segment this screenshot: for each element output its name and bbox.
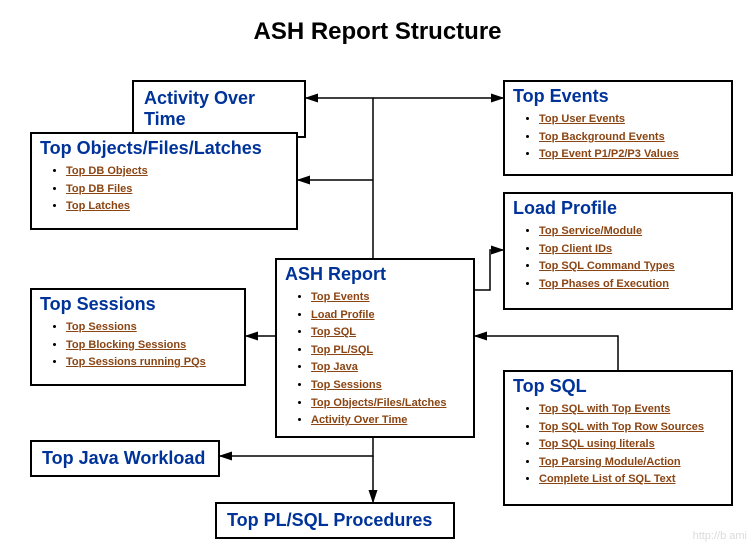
page-title: ASH Report Structure	[0, 0, 755, 46]
box-top-java-workload: Top Java Workload	[30, 440, 220, 477]
item-list: Top SQL with Top Events Top SQL with Top …	[505, 401, 731, 489]
item-link[interactable]: Top Java	[311, 361, 358, 373]
list-item[interactable]: Top Phases of Execution	[539, 276, 731, 294]
list-item[interactable]: Top Latches	[66, 198, 296, 216]
list-item[interactable]: Top SQL with Top Row Sources	[539, 419, 731, 437]
box-top-objects: Top Objects/Files/LatchesTop DB ObjectsT…	[30, 132, 298, 230]
item-link[interactable]: Top Client IDs	[539, 243, 612, 255]
item-link[interactable]: Top SQL Command Types	[539, 260, 675, 272]
item-link[interactable]: Top DB Files	[66, 183, 132, 195]
list-item[interactable]: Top Background Events	[539, 129, 731, 147]
box-title: Activity Over Time	[134, 82, 304, 136]
item-link[interactable]: Top Sessions	[66, 321, 137, 333]
box-title: Top PL/SQL Procedures	[217, 504, 453, 537]
list-item[interactable]: Top PL/SQL	[311, 342, 473, 360]
edge-top-sql	[475, 336, 618, 370]
item-link[interactable]: Top DB Objects	[66, 165, 148, 177]
box-top-sessions: Top Sessions Top Sessions Top Blocking Ses…	[30, 288, 246, 386]
item-link[interactable]: Top Parsing Module/Action	[539, 456, 681, 468]
box-title: Load Profile	[505, 194, 731, 221]
list-item[interactable]: Top SQL	[311, 324, 473, 342]
item-link[interactable]: Load Profile	[311, 309, 375, 321]
box-load-profile: Load Profile Top Service/Module Top Client…	[503, 192, 733, 310]
item-link[interactable]: Top PL/SQL	[311, 344, 373, 356]
item-list: Top Events Load Profile Top SQL Top PL/SQL T…	[277, 289, 473, 430]
box-title: Top Java Workload	[32, 442, 218, 475]
list-item[interactable]: Top Sessions running PQs	[66, 354, 244, 372]
item-link[interactable]: Top Event P1/P2/P3 Values	[539, 148, 679, 160]
list-item[interactable]: Top Service/Module	[539, 223, 731, 241]
list-item[interactable]: Top SQL using literals	[539, 436, 731, 454]
item-link[interactable]: Top Background Events	[539, 131, 665, 143]
watermark: http://b ami	[693, 530, 747, 542]
box-ash-report: ASH ReportTop EventsLoad ProfileTop SQLT…	[275, 258, 475, 438]
list-item[interactable]: Top DB Files	[66, 181, 296, 199]
item-list: Top Sessions Top Blocking Sessions Top Ses…	[32, 319, 244, 372]
item-list: Top User Events Top Background Events Top …	[505, 111, 731, 164]
item-link[interactable]: Top SQL	[311, 326, 356, 338]
list-item[interactable]: Top SQL with Top Events	[539, 401, 731, 419]
box-activity-over-time: Activity Over Time	[132, 80, 306, 138]
item-link[interactable]: Activity Over Time	[311, 414, 407, 426]
list-item[interactable]: Top Java	[311, 359, 473, 377]
box-title: ASH Report	[277, 260, 473, 287]
item-link[interactable]: Top Service/Module	[539, 225, 642, 237]
list-item[interactable]: Top Sessions	[311, 377, 473, 395]
item-list: Top Service/Module Top Client IDs Top SQL …	[505, 223, 731, 293]
list-item[interactable]: Activity Over Time	[311, 412, 473, 430]
list-item[interactable]: Top Events	[311, 289, 473, 307]
list-item[interactable]: Top User Events	[539, 111, 731, 129]
item-link[interactable]: Top SQL using literals	[539, 438, 655, 450]
list-item[interactable]: Top DB Objects	[66, 163, 296, 181]
box-title: Top Events	[505, 82, 731, 109]
list-item[interactable]: Top Parsing Module/Action	[539, 454, 731, 472]
box-title: Top Objects/Files/Latches	[32, 134, 296, 161]
list-item[interactable]: Top SQL Command Types	[539, 258, 731, 276]
item-link[interactable]: Top Blocking Sessions	[66, 339, 186, 351]
box-title: Top SQL	[505, 372, 731, 399]
list-item[interactable]: Top Event P1/P2/P3 Values	[539, 146, 731, 164]
box-top-plsql: Top PL/SQL Procedures	[215, 502, 455, 539]
box-top-sql: Top SQLTop SQL with Top EventsTop SQL wi…	[503, 370, 733, 506]
box-title: Top Sessions	[32, 290, 244, 317]
edge-activity-over-time	[306, 98, 373, 258]
edge-load-profile	[475, 250, 503, 290]
list-item[interactable]: Load Profile	[311, 307, 473, 325]
item-list: Top DB Objects Top DB Files Top Latches	[32, 163, 296, 216]
item-link[interactable]: Top Events	[311, 291, 369, 303]
item-link[interactable]: Top Latches	[66, 200, 130, 212]
item-link[interactable]: Top Objects/Files/Latches	[311, 397, 447, 409]
list-item[interactable]: Top Sessions	[66, 319, 244, 337]
list-item[interactable]: Top Client IDs	[539, 241, 731, 259]
item-link[interactable]: Top Sessions running PQs	[66, 356, 206, 368]
item-link[interactable]: Complete List of SQL Text	[539, 473, 676, 485]
item-link[interactable]: Top Sessions	[311, 379, 382, 391]
box-top-events: Top Events Top User Events Top Background …	[503, 80, 733, 176]
list-item[interactable]: Complete List of SQL Text	[539, 471, 731, 489]
list-item[interactable]: Top Blocking Sessions	[66, 337, 244, 355]
item-link[interactable]: Top SQL with Top Row Sources	[539, 421, 704, 433]
item-link[interactable]: Top Phases of Execution	[539, 278, 669, 290]
item-link[interactable]: Top User Events	[539, 113, 625, 125]
list-item[interactable]: Top Objects/Files/Latches	[311, 395, 473, 413]
item-link[interactable]: Top SQL with Top Events	[539, 403, 670, 415]
